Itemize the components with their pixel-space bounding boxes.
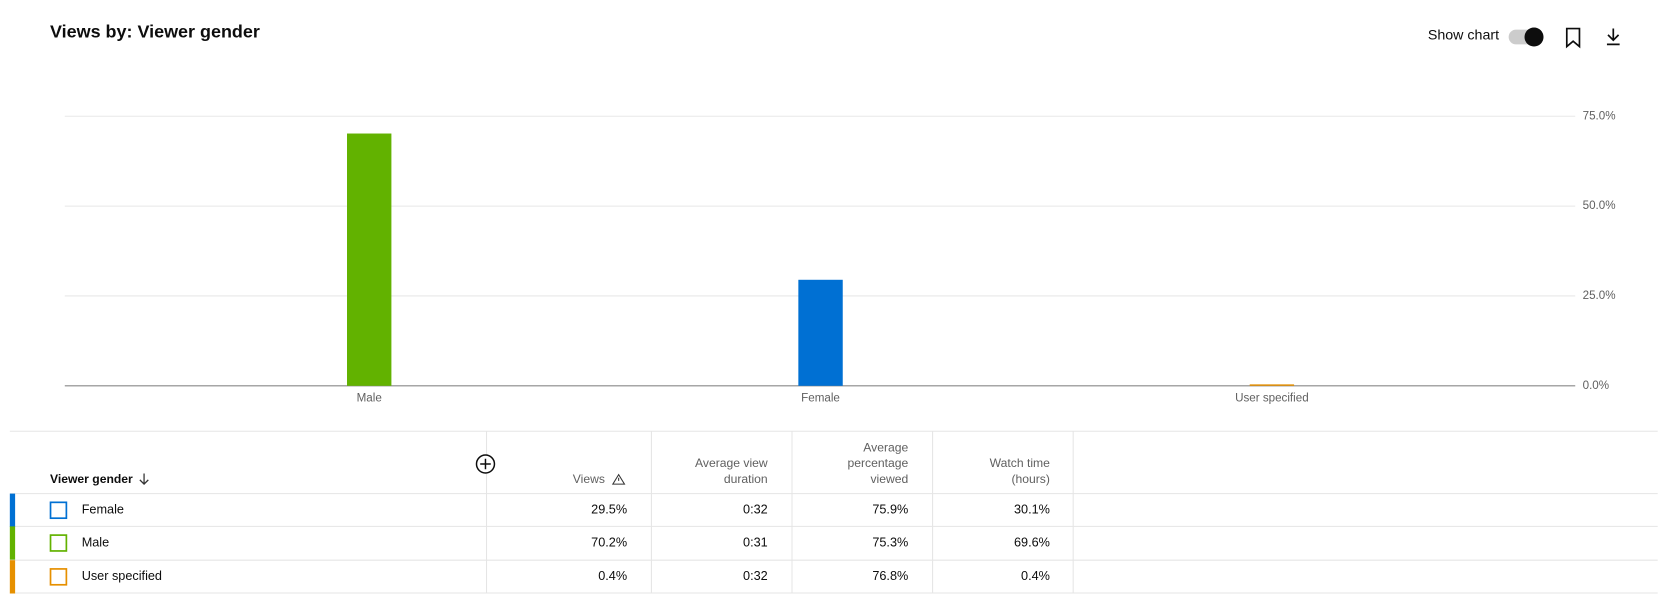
row-label: User specified (82, 569, 162, 583)
table: Viewer gender Views Average view duration Av… (9, 431, 1658, 594)
column-header[interactable]: Average view (695, 456, 768, 470)
table-cell: 69.6% (1014, 535, 1050, 549)
column-header[interactable]: viewed (870, 472, 908, 486)
table-cell: 0:32 (743, 503, 768, 517)
add-metric-icon[interactable] (475, 454, 496, 474)
row-label: Male (82, 535, 109, 549)
toggle-label[interactable]: Show chart (1428, 28, 1499, 44)
bar (1249, 384, 1295, 386)
table-cell: 0.4% (1021, 569, 1050, 583)
row-color-strip (9, 493, 16, 527)
row-checkbox[interactable] (49, 501, 68, 520)
table-cell: 75.9% (872, 503, 908, 517)
table-cell: 30.1% (1014, 503, 1050, 517)
x-tick-label: Female (801, 392, 840, 405)
y-tick-label: 25.0% (1583, 289, 1616, 302)
column-header[interactable]: Viewer gender (50, 472, 133, 486)
column-header[interactable]: percentage (848, 456, 909, 470)
x-tick-label: User specified (1235, 392, 1309, 405)
column-header[interactable]: Watch time (990, 456, 1051, 470)
row-color-strip (9, 560, 16, 594)
title: Views by: Viewer gender (50, 22, 260, 42)
table-cell: 70.2% (591, 535, 627, 549)
sort-arrow[interactable] (139, 473, 149, 486)
add-plus (480, 458, 491, 470)
column-header[interactable]: Views (573, 472, 605, 486)
table-cell: 0:32 (743, 569, 768, 583)
table-cell: 0.4% (598, 569, 627, 583)
row-checkbox[interactable] (49, 568, 68, 586)
download-icon[interactable] (1606, 28, 1620, 46)
warning-icon (611, 473, 626, 485)
y-tick-label: 75.0% (1583, 109, 1616, 122)
bookmark-icon[interactable] (1565, 27, 1581, 49)
y-tick-label: 50.0% (1583, 199, 1616, 212)
column-header[interactable]: Average (863, 440, 908, 454)
row-color-strip (9, 526, 16, 560)
toggle[interactable] (1508, 27, 1544, 47)
table-cell: 29.5% (591, 503, 627, 517)
column-header[interactable]: (hours) (1011, 472, 1049, 486)
bar (798, 279, 843, 386)
table-cell: 75.3% (872, 535, 908, 549)
row-checkbox[interactable] (49, 534, 68, 552)
table-cell: 0:31 (743, 535, 768, 549)
row-label: Female (82, 503, 124, 517)
table-cell: 76.8% (872, 569, 908, 583)
column-header[interactable]: duration (724, 472, 768, 486)
x-tick-label: Male (357, 392, 382, 405)
y-tick-label: 0.0% (1583, 379, 1609, 392)
bar (347, 133, 392, 386)
